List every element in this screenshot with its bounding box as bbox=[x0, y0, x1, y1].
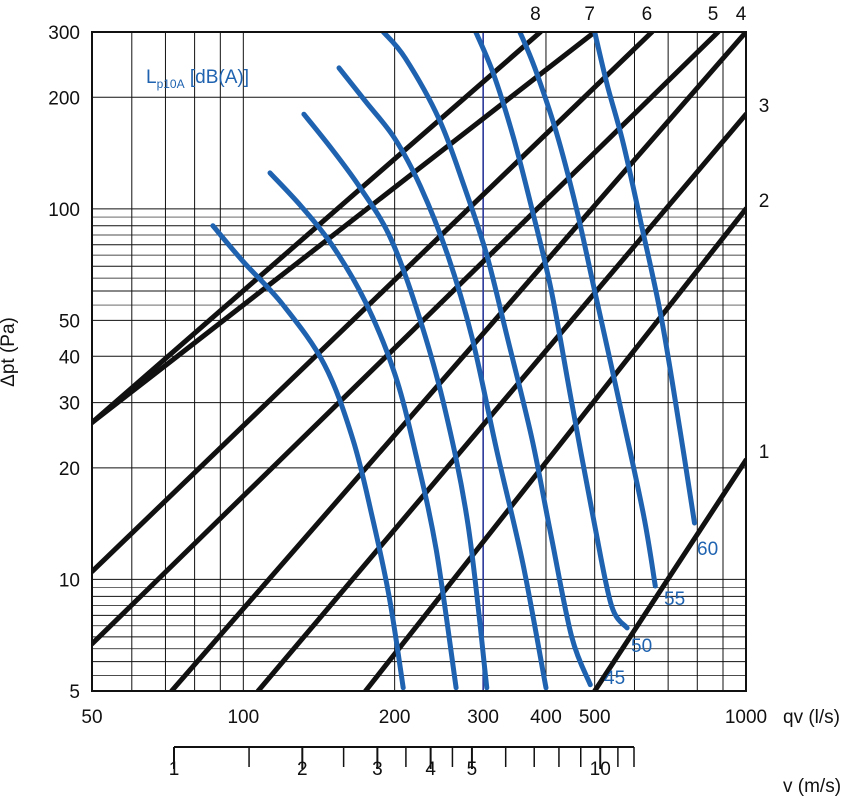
size-line-7 bbox=[92, 32, 598, 426]
noise-curve-45 bbox=[210, 223, 406, 691]
size-line-label: 7 bbox=[584, 4, 595, 25]
size-line-label: 5 bbox=[708, 4, 719, 25]
legend-title: Lp10A [dB(A)] bbox=[146, 67, 249, 91]
size-line-label: 1 bbox=[759, 442, 770, 463]
y-tick-label: 300 bbox=[48, 23, 80, 44]
x-tick-labels: 50 100 200 300 400 500 1000 bbox=[81, 707, 767, 728]
size-line-6 bbox=[92, 32, 655, 575]
size-line-2 bbox=[362, 206, 746, 691]
y-axis-label: Δpt (Pa) bbox=[0, 317, 19, 387]
y-tick-label: 200 bbox=[48, 88, 80, 109]
noise-curve-label: 60 bbox=[697, 539, 718, 560]
size-line-4 bbox=[169, 32, 746, 691]
x-tick-label: 100 bbox=[227, 707, 259, 728]
size-line-5 bbox=[92, 32, 721, 647]
noise-curve-55 bbox=[301, 111, 490, 691]
noise-curve-60 bbox=[336, 65, 549, 691]
noise-curve-extra-6 bbox=[517, 32, 658, 589]
x-tick-label: 500 bbox=[579, 707, 611, 728]
noise-curve-50 bbox=[267, 170, 459, 691]
noise-curve-label: 45 bbox=[604, 668, 625, 689]
v-tick-label: 1 bbox=[169, 759, 180, 780]
x-axis-label: qv (l/s) bbox=[783, 707, 840, 728]
v-tick-label: 10 bbox=[590, 759, 611, 780]
noise-curve-label: 55 bbox=[664, 589, 685, 610]
y-tick-label: 40 bbox=[59, 347, 80, 368]
noise-curve-extra-7 bbox=[592, 32, 697, 526]
noise-curve-label: 50 bbox=[631, 636, 652, 657]
y-tick-label: 30 bbox=[59, 394, 80, 415]
plot-frame bbox=[91, 31, 747, 692]
y-tick-label: 10 bbox=[59, 570, 80, 591]
size-line-label: 6 bbox=[642, 4, 653, 25]
y-tick-label: 20 bbox=[59, 459, 80, 480]
y-tick-label: 50 bbox=[59, 311, 80, 332]
y-tick-label: 5 bbox=[69, 682, 80, 703]
v-tick-label: 5 bbox=[467, 759, 478, 780]
v-tick-label: 2 bbox=[297, 759, 308, 780]
size-line-3 bbox=[255, 111, 746, 691]
x-tick-label: 200 bbox=[379, 707, 411, 728]
size-line-labels: 1 2 3 45 6 7 8 bbox=[530, 4, 769, 463]
x-tick-label: 1000 bbox=[725, 707, 767, 728]
size-line-label: 8 bbox=[530, 4, 541, 25]
noise-curves bbox=[210, 32, 697, 691]
grid bbox=[92, 32, 746, 691]
x-tick-label: 300 bbox=[467, 707, 499, 728]
y-tick-label: 100 bbox=[48, 200, 80, 221]
noise-curve-labels: 45 50 55 60 bbox=[604, 539, 718, 689]
size-line-label: 3 bbox=[759, 96, 770, 117]
size-line-1 bbox=[592, 457, 746, 691]
y-tick-labels: 5 10 20 30 40 50 100 200 300 bbox=[48, 23, 80, 703]
v-tick-label: 4 bbox=[425, 759, 436, 780]
size-line-label: 4 bbox=[736, 4, 747, 25]
v-tick-label: 3 bbox=[372, 759, 383, 780]
size-lines bbox=[92, 32, 746, 691]
x-tick-label: 400 bbox=[530, 707, 562, 728]
v-axis-label: v (m/s) bbox=[783, 776, 841, 797]
x-tick-label: 50 bbox=[81, 707, 102, 728]
size-line-label: 2 bbox=[759, 191, 770, 212]
velocity-axis: 1 2 3 4 5 10 bbox=[169, 746, 635, 780]
noise-curve-extra-4 bbox=[380, 32, 593, 688]
noise-curve-extra-5 bbox=[473, 32, 630, 631]
